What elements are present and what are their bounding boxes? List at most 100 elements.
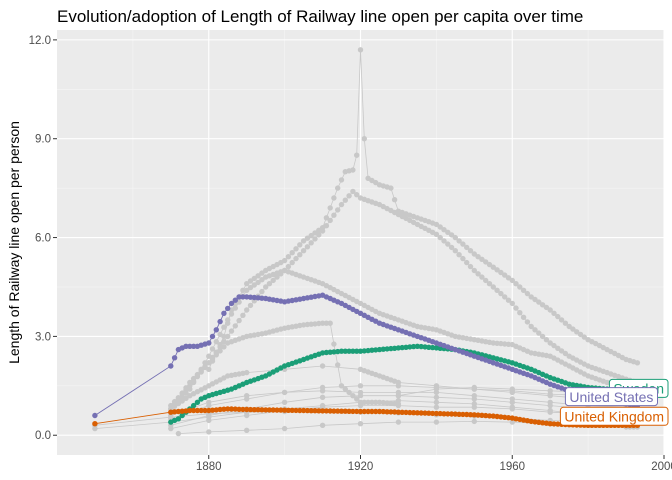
data-point [190, 402, 197, 409]
data-point [335, 185, 341, 191]
data-point [244, 427, 250, 433]
data-point [509, 396, 515, 402]
data-point [539, 333, 546, 340]
data-point [354, 348, 360, 354]
data-point [520, 287, 527, 293]
data-point [168, 363, 174, 369]
data-point [217, 348, 223, 354]
data-point [179, 390, 185, 396]
data-point [555, 345, 561, 351]
series-layer [92, 47, 641, 437]
data-point [509, 419, 515, 425]
data-point [426, 410, 432, 416]
data-point [228, 311, 235, 317]
data-point [175, 400, 182, 407]
data-point [456, 252, 462, 258]
data-point [433, 399, 440, 405]
data-point [312, 230, 318, 236]
end-label-united-kingdom: United Kingdom [559, 406, 669, 426]
data-point [467, 263, 474, 270]
data-point [168, 414, 174, 420]
data-point [517, 284, 523, 290]
data-point [441, 238, 447, 244]
data-point [562, 350, 569, 357]
data-point [255, 279, 261, 286]
data-point [395, 383, 402, 389]
data-point [346, 408, 352, 414]
data-point [331, 341, 337, 347]
data-point [289, 259, 295, 266]
data-point [209, 356, 216, 362]
data-point [244, 281, 250, 287]
data-point [171, 403, 178, 409]
data-point [323, 215, 330, 221]
data-point [278, 407, 284, 413]
data-point [517, 310, 523, 316]
data-point [551, 421, 557, 427]
data-point [354, 152, 360, 158]
data-point [202, 407, 208, 414]
data-point [441, 411, 447, 417]
data-point [240, 406, 246, 413]
data-point [524, 290, 531, 297]
data-point [433, 386, 440, 392]
grid-layer [57, 30, 665, 455]
data-point [483, 259, 489, 265]
data-point [373, 408, 379, 415]
data-point [547, 388, 553, 394]
data-point [490, 284, 496, 290]
data-point [213, 339, 219, 345]
data-point [247, 406, 254, 413]
data-point [221, 344, 227, 350]
data-point [263, 407, 269, 413]
data-point [251, 275, 257, 282]
data-point [581, 334, 587, 340]
data-point [342, 348, 348, 354]
data-point [319, 320, 326, 326]
data-point [304, 235, 311, 241]
data-point [395, 419, 402, 425]
data-point [464, 244, 470, 251]
data-point [228, 328, 235, 334]
data-point [285, 254, 292, 260]
data-point [369, 399, 375, 405]
data-point [247, 278, 254, 284]
data-point [422, 410, 428, 416]
data-point [308, 408, 314, 414]
data-point [319, 394, 326, 400]
data-point [319, 225, 326, 231]
data-point [304, 407, 311, 414]
data-point [240, 294, 246, 300]
x-tick-label: 1880 [196, 461, 222, 473]
data-point [471, 267, 477, 274]
data-point [471, 418, 477, 425]
data-point [460, 411, 466, 418]
data-point [225, 333, 231, 340]
data-point [354, 192, 360, 198]
data-point [577, 331, 584, 338]
data-point [190, 379, 197, 386]
data-point [354, 408, 360, 415]
data-point [270, 277, 276, 284]
data-point [297, 252, 303, 258]
data-point [380, 408, 386, 415]
data-point [259, 407, 265, 413]
data-point [316, 227, 322, 233]
data-point [175, 416, 182, 422]
data-point [445, 229, 451, 235]
end-label-text: United States [569, 389, 653, 405]
data-point [206, 429, 212, 435]
data-point [281, 407, 288, 413]
data-point [536, 330, 542, 336]
data-point [285, 407, 292, 413]
data-point [300, 248, 307, 254]
data-point [225, 305, 231, 312]
data-point [323, 320, 330, 326]
data-point [433, 394, 440, 400]
data-point [346, 193, 352, 199]
end-label-text: United Kingdom [564, 409, 664, 425]
data-point [388, 185, 394, 191]
data-point [259, 288, 265, 295]
